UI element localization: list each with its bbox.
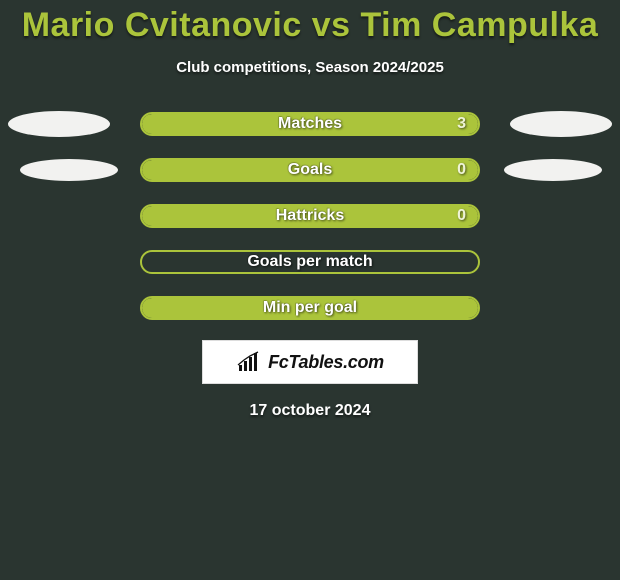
stat-value: 3 — [457, 114, 466, 134]
bar-chart-icon — [236, 351, 262, 373]
left-ellipse-icon — [20, 159, 118, 181]
stat-label: Goals — [142, 160, 478, 180]
comparison-card: Mario Cvitanovic vs Tim Campulka Club co… — [0, 0, 620, 580]
brand-text: FcTables.com — [268, 352, 384, 373]
stat-row: Hattricks0 — [0, 204, 620, 228]
right-ellipse-icon — [510, 111, 612, 137]
page-title: Mario Cvitanovic vs Tim Campulka — [0, 0, 620, 45]
stat-row: Min per goal — [0, 296, 620, 320]
stat-bar: Goals0 — [140, 158, 480, 182]
date-text: 17 october 2024 — [0, 402, 620, 420]
brand-badge[interactable]: FcTables.com — [202, 340, 418, 384]
stat-bar: Goals per match — [140, 250, 480, 274]
stat-value: 0 — [457, 206, 466, 226]
stat-bar: Matches3 — [140, 112, 480, 136]
stat-row: Goals0 — [0, 158, 620, 182]
stat-label: Min per goal — [142, 298, 478, 318]
subtitle: Club competitions, Season 2024/2025 — [0, 59, 620, 76]
stat-bar: Min per goal — [140, 296, 480, 320]
stat-value: 0 — [457, 160, 466, 180]
left-ellipse-icon — [8, 111, 110, 137]
stat-row: Matches3 — [0, 112, 620, 136]
stat-label: Goals per match — [142, 252, 478, 272]
stat-bar: Hattricks0 — [140, 204, 480, 228]
right-ellipse-icon — [504, 159, 602, 181]
stat-row: Goals per match — [0, 250, 620, 274]
stat-label: Hattricks — [142, 206, 478, 226]
stat-label: Matches — [142, 114, 478, 134]
stat-rows: Matches3Goals0Hattricks0Goals per matchM… — [0, 112, 620, 320]
